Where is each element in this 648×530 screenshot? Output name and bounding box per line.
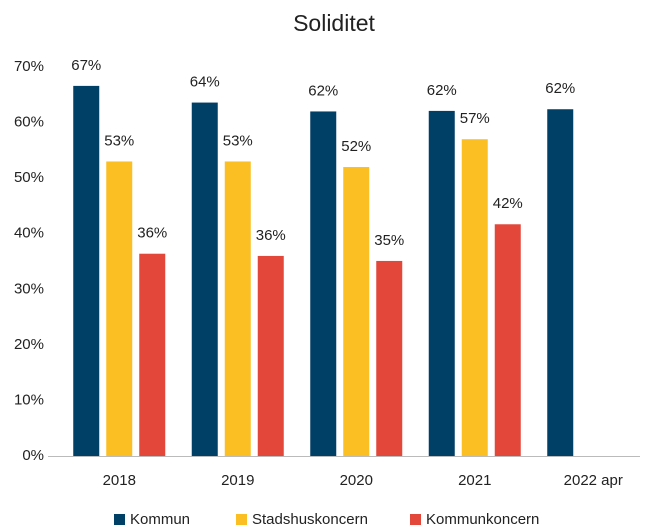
bar	[106, 161, 133, 456]
data-label: 62%	[308, 82, 338, 99]
data-label: 35%	[374, 232, 404, 249]
legend-label: Kommun	[130, 511, 190, 528]
bar	[343, 167, 370, 456]
data-label: 52%	[341, 138, 371, 155]
y-tick-label: 50%	[14, 169, 44, 186]
bar	[257, 255, 284, 456]
legend-swatch	[236, 514, 247, 525]
bar	[139, 253, 166, 456]
data-label: 62%	[545, 80, 575, 97]
y-tick-label: 0%	[22, 447, 44, 464]
x-tick-label: 2020	[340, 472, 373, 489]
bar	[376, 260, 403, 456]
data-label: 62%	[427, 82, 457, 99]
bar	[428, 110, 455, 456]
data-label: 64%	[190, 74, 220, 91]
y-tick-label: 20%	[14, 336, 44, 353]
y-tick-label: 30%	[14, 280, 44, 297]
data-label: 36%	[256, 227, 286, 244]
bar	[191, 102, 218, 457]
bar	[224, 161, 251, 456]
x-tick-label: 2019	[221, 472, 254, 489]
bar	[494, 224, 521, 456]
x-tick-label: 2022 apr	[564, 472, 623, 489]
data-label: 57%	[460, 110, 490, 127]
data-label: 36%	[137, 225, 167, 242]
bar	[310, 111, 337, 456]
data-label: 42%	[493, 195, 523, 212]
x-tick-label: 2018	[103, 472, 136, 489]
data-label: 53%	[223, 132, 253, 149]
y-tick-label: 40%	[14, 225, 44, 242]
legend-swatch	[410, 514, 421, 525]
y-tick-label: 10%	[14, 391, 44, 408]
data-label: 53%	[104, 132, 134, 149]
legend-swatch	[114, 514, 125, 525]
legend-label: Stadshuskoncern	[252, 511, 368, 528]
bar	[73, 85, 100, 456]
y-tick-label: 60%	[14, 114, 44, 131]
x-tick-label: 2021	[458, 472, 491, 489]
legend-label: Kommunkoncern	[426, 511, 539, 528]
bar	[547, 109, 574, 456]
y-tick-label: 70%	[14, 58, 44, 75]
data-label: 67%	[71, 57, 101, 74]
bar	[461, 139, 488, 456]
chart-title: Soliditet	[293, 10, 375, 36]
